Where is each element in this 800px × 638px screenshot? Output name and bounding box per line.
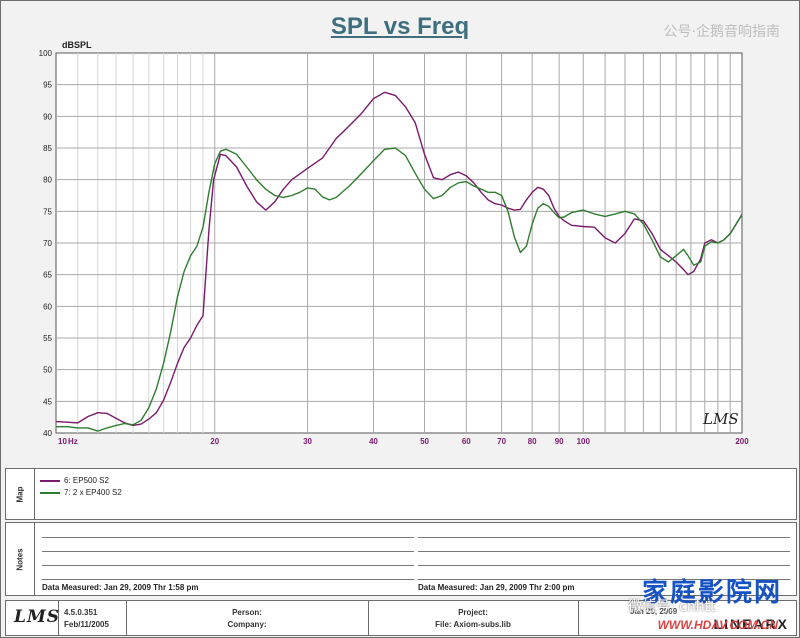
legend-swatch-2	[40, 492, 60, 494]
watermark-big: 家庭影院网	[641, 578, 782, 608]
footer-version: 4.5.0.351	[64, 608, 98, 617]
legend-item-2: 7: 2 x EP400 S2	[40, 487, 122, 499]
legend-swatch-1	[40, 480, 60, 482]
legend-label-2: 7: 2 x EP400 S2	[64, 488, 122, 497]
notes-line	[418, 537, 790, 538]
series-line-1	[55, 91, 743, 427]
y-tick-label: 80	[43, 176, 52, 185]
grid	[56, 53, 742, 433]
series-lines	[55, 91, 743, 432]
notes-label: Notes	[6, 523, 35, 595]
legend: 6: EP500 S2 7: 2 x EP400 S2	[40, 475, 122, 499]
measured-left: Data Measured: Jan 29, 2009 Thr 1:58 pm	[42, 583, 199, 592]
map-label: Map	[6, 469, 35, 519]
footer-right-logo: LINEARX	[713, 616, 789, 632]
footer-right-cell: Jan 29, 2009 LINEARX	[578, 601, 795, 635]
footer-company: Company:	[227, 620, 267, 629]
y-tick-label: 75	[43, 207, 52, 216]
x-tick-label: 90	[555, 437, 564, 446]
notes-panel: Notes Data Measured: Jan 29, 2009 Thr 1:…	[5, 522, 797, 596]
x-tick-label: 60	[462, 437, 471, 446]
x-tick-label: 50	[420, 437, 429, 446]
notes-line	[418, 551, 790, 552]
x-tick-label: 10	[58, 437, 67, 446]
footer-logo-cell: LMS	[6, 601, 59, 635]
plot-logo: LMS	[702, 410, 739, 428]
notes-line	[42, 551, 414, 552]
y-tick-label: 50	[43, 366, 52, 375]
x-tick-label: 100	[577, 437, 591, 446]
footer-file: File: Axiom-subs.lib	[435, 620, 511, 629]
x-axis-label: Hz	[68, 437, 78, 446]
footer-person: Person:	[232, 608, 262, 617]
series-line-2	[56, 147, 743, 432]
y-tick-label: 70	[43, 239, 52, 248]
notes-line	[42, 565, 414, 566]
notes-line	[418, 579, 790, 580]
measured-right: Data Measured: Jan 29, 2009 Thr 2:00 pm	[418, 583, 575, 592]
x-tick-label: 40	[369, 437, 378, 446]
x-tick-label: 70	[497, 437, 506, 446]
footer-date: Feb/11/2005	[64, 620, 109, 629]
notes-line	[42, 537, 414, 538]
spl-chart: 40 45 50 55 60 65 70 75 80 85 90 95 100 10 20 30 40 50 60…	[39, 40, 750, 446]
x-tick-labels: 10 20 30 40 50 60 70 80 90 100 200	[58, 437, 749, 446]
y-tick-label: 90	[43, 112, 52, 121]
y-tick-label: 45	[43, 397, 52, 406]
footer-project: Project:	[458, 608, 488, 617]
watermark-wechat: 微信号: cnhtt	[628, 599, 716, 615]
x-tick-label: 20	[210, 437, 219, 446]
footer: LMS 4.5.0.351 Feb/11/2005 Person: Compan…	[5, 600, 797, 636]
y-axis-label: dBSPL	[62, 40, 92, 50]
y-tick-labels: 40 45 50 55 60 65 70 75 80 85 90 95 100	[39, 49, 53, 438]
y-tick-label: 60	[43, 302, 52, 311]
footer-right-date: Jan 29, 2009	[630, 607, 678, 616]
chart-title: SPL vs Freq	[330, 13, 470, 40]
notes-line	[42, 579, 414, 580]
x-tick-label: 80	[528, 437, 537, 446]
x-tick-label: 30	[303, 437, 312, 446]
y-tick-label: 100	[39, 49, 53, 58]
y-tick-label: 55	[43, 334, 52, 343]
watermark-url: WWW.HDAV.COM.CN	[657, 618, 778, 632]
y-tick-label: 95	[43, 81, 52, 90]
y-tick-label: 65	[43, 271, 52, 280]
footer-version-cell: 4.5.0.351 Feb/11/2005	[58, 601, 127, 635]
legend-item-1: 6: EP500 S2	[40, 475, 122, 487]
watermark-top: 公号·企鹅音响指南	[663, 24, 780, 40]
footer-logo: LMS	[14, 607, 61, 627]
legend-label-1: 6: EP500 S2	[64, 476, 109, 485]
footer-person-cell: Person: Company:	[126, 601, 369, 635]
x-tick-label: 200	[735, 437, 749, 446]
footer-project-cell: Project: File: Axiom-subs.lib	[368, 601, 579, 635]
notes-line	[418, 565, 790, 566]
map-panel: Map 6: EP500 S2 7: 2 x EP400 S2	[5, 468, 797, 520]
y-tick-label: 40	[43, 429, 52, 438]
y-tick-label: 85	[43, 144, 52, 153]
